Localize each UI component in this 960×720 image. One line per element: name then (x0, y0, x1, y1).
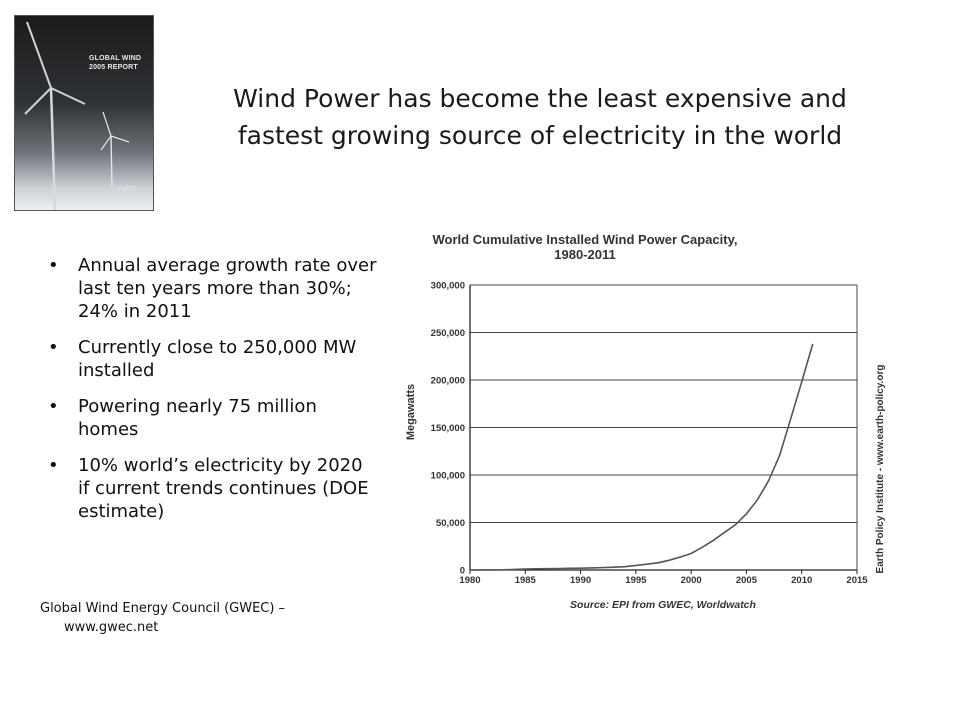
y-tick-label: 0 (460, 566, 465, 577)
bullet-item: • Powering nearly 75 million homes (48, 395, 378, 441)
x-tick-label: 2015 (846, 575, 868, 586)
source-citation: Global Wind Energy Council (GWEC) – www.… (40, 599, 370, 637)
chart-grid (469, 284, 858, 571)
bullet-text: Currently close to 250,000 MW installed (78, 337, 357, 381)
cover-logo: GWEC (115, 186, 137, 193)
bullet-dot: • (48, 396, 59, 417)
x-tick-label: 2010 (791, 575, 812, 586)
bullet-text: Powering nearly 75 million homes (78, 396, 317, 440)
wind-turbine-graphic (24, 21, 130, 210)
wind-capacity-chart: World Cumulative Installed Wind Power Ca… (405, 232, 886, 611)
bullet-dot: • (48, 455, 59, 476)
capacity-series-line (469, 343, 814, 571)
bullet-item: • Annual average growth rate over last te… (48, 254, 378, 323)
slide-title: Wind Power has become the least expensiv… (180, 80, 900, 154)
bullet-item: • Currently close to 250,000 MW installed (48, 336, 378, 382)
x-tick-label: 1990 (570, 575, 591, 586)
bullet-list: • Annual average growth rate over last te… (48, 254, 378, 536)
bullet-text: 10% world’s electricity by 2020 if curre… (78, 455, 369, 522)
chart-title-line-2: 1980-2011 (554, 247, 615, 262)
cover-title: GLOBAL WIND 2005 REPORT (89, 55, 142, 71)
slide-title-line-2: fastest growing source of electricity in… (237, 121, 843, 150)
x-tick-label: 2000 (681, 575, 702, 586)
bullet-dot: • (48, 255, 59, 276)
x-tick-label: 1995 (625, 575, 647, 586)
chart-title-line-1: World Cumulative Installed Wind Power Ca… (433, 232, 738, 247)
bullet-text: Annual average growth rate over last ten… (78, 255, 377, 322)
x-tick-label: 2005 (736, 575, 758, 586)
source-line-1: Global Wind Energy Council (GWEC) – (40, 601, 286, 616)
y-tick-label: 100,000 (431, 471, 465, 482)
y-axis-label: Megawatts (405, 384, 417, 440)
x-axis: 1980 1985 1990 1995 2000 2005 2010 2015 (459, 570, 868, 586)
y-tick-label: 250,000 (431, 328, 465, 339)
y-axis: 0 50,000 100,000 150,000 200,000 250,000 300,0… (431, 281, 465, 577)
source-link: www.gwec.net (64, 620, 159, 635)
y-tick-label: 150,000 (431, 423, 465, 434)
x-tick-label: 1985 (515, 575, 537, 586)
chart-side-note: Earth Policy Institute - www.earth-polic… (875, 365, 886, 574)
bullet-item: • 10% world’s electricity by 2020 if curr… (48, 454, 378, 523)
y-tick-label: 300,000 (431, 281, 465, 292)
report-cover-image: GLOBAL WIND 2005 REPORT GWEC (14, 15, 154, 211)
y-tick-label: 50,000 (436, 518, 465, 529)
chart-source: Source: EPI from GWEC, Worldwatch (570, 599, 756, 611)
bullet-dot: • (48, 337, 59, 358)
slide-title-line-1: Wind Power has become the least expensiv… (233, 84, 847, 113)
y-tick-label: 200,000 (431, 376, 465, 387)
x-tick-label: 1980 (459, 575, 480, 586)
